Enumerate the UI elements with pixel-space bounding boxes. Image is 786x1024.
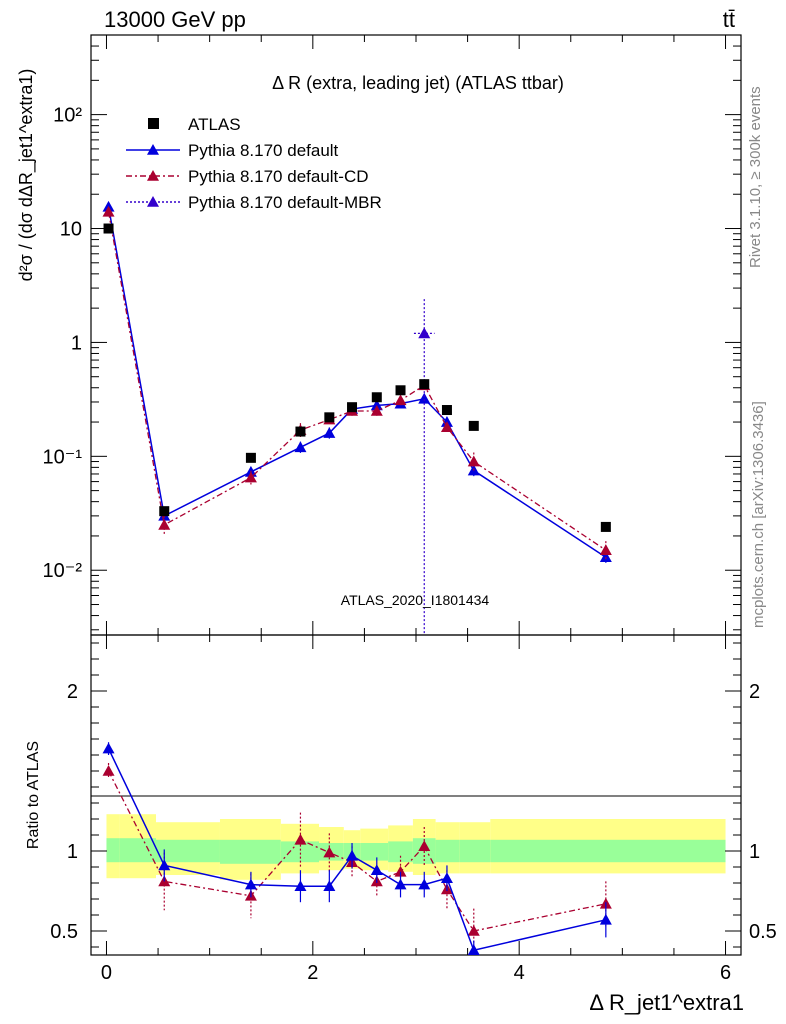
ratio-series xyxy=(102,742,612,955)
atlas-marker xyxy=(159,506,170,517)
triangle-marker xyxy=(244,471,257,483)
inner-band xyxy=(119,838,156,863)
triangle-marker xyxy=(323,846,336,858)
triangle-marker xyxy=(467,455,480,467)
atlas-marker xyxy=(441,405,452,416)
inner-band xyxy=(106,838,120,863)
atlas-marker xyxy=(395,385,406,396)
x-axis-label: Δ R_jet1^extra1 xyxy=(589,990,744,1015)
legend: ATLAS Pythia 8.170 default Pythia 8.170 de… xyxy=(126,115,382,212)
triangle-marker xyxy=(102,742,115,754)
y-tick-label: 10⁻² xyxy=(43,560,83,582)
legend-label: Pythia 8.170 default-MBR xyxy=(188,193,382,212)
legend-label: Pythia 8.170 default-CD xyxy=(188,167,369,186)
triangle-marker xyxy=(158,859,171,871)
triangle-marker xyxy=(467,944,480,955)
triangle-marker xyxy=(599,544,612,555)
triangle-marker xyxy=(346,849,359,861)
y-tick-label-right: 1 xyxy=(749,841,760,863)
y-axis-label-ratio: Ratio to ATLAS xyxy=(25,741,42,849)
uncertainty-bands xyxy=(106,814,726,880)
triangle-marker xyxy=(418,327,431,339)
atlas-marker xyxy=(600,521,611,532)
triangle-marker xyxy=(102,205,115,217)
analysis-watermark: ATLAS_2020_I1801434 xyxy=(341,592,490,608)
rivet-label: Rivet 3.1.10, ≥ 300k events xyxy=(747,86,764,268)
triangle-marker xyxy=(394,878,407,890)
triangle-marker xyxy=(370,399,383,411)
inner-band xyxy=(435,839,460,863)
default-line xyxy=(107,206,607,558)
atlas-marker xyxy=(245,452,256,463)
legend-atlas-marker xyxy=(148,118,159,129)
x-tick-label: 2 xyxy=(307,962,318,984)
inner-band xyxy=(459,839,491,863)
x-tick-label: 6 xyxy=(720,962,731,984)
triangle-marker xyxy=(147,170,159,181)
cd-line xyxy=(107,211,607,551)
triangle-marker xyxy=(158,518,171,530)
main-series xyxy=(102,200,612,635)
ratio-frame xyxy=(90,634,742,956)
y-tick-label: 1 xyxy=(67,841,78,863)
triangle-marker xyxy=(323,427,336,438)
inner-band xyxy=(490,839,726,863)
triangle-marker xyxy=(599,551,612,563)
header-right: tt̄ xyxy=(723,7,735,32)
triangle-marker xyxy=(418,840,431,851)
inner-band xyxy=(280,841,320,863)
header-left: 13000 GeV pp xyxy=(104,7,246,32)
triangle-marker xyxy=(370,404,383,416)
atlas-marker xyxy=(324,412,335,423)
inner-band xyxy=(156,839,220,863)
inner-band xyxy=(388,841,413,863)
y-tick-label-right: 2 xyxy=(749,681,760,703)
y-tick-label: 10⁻¹ xyxy=(43,446,83,468)
triangle-marker xyxy=(294,833,307,845)
axes-ticks: 0 2 4 6 10⁻² 10⁻¹ 1 10 10² 0.5 0.5 1 1 2 2 xyxy=(43,34,777,984)
mcplots-label: mcplots.cern.ch [arXiv:1306.3436] xyxy=(750,401,767,628)
inner-band xyxy=(219,839,281,864)
triangle-marker xyxy=(244,878,257,890)
y-tick-label: 2 xyxy=(67,681,78,703)
inner-band xyxy=(360,843,389,861)
triangle-marker xyxy=(294,441,307,453)
triangle-marker xyxy=(323,880,336,891)
triangle-marker xyxy=(418,392,431,404)
y-tick-label: 1 xyxy=(71,332,82,354)
atlas-marker xyxy=(468,420,479,431)
triangle-marker xyxy=(370,864,383,875)
triangle-marker xyxy=(440,421,453,433)
cd-ratio-line xyxy=(107,770,606,932)
legend-label: ATLAS xyxy=(188,115,241,134)
triangle-marker xyxy=(418,878,431,890)
atlas-marker xyxy=(419,379,430,390)
triangle-marker xyxy=(394,394,407,406)
triangle-marker xyxy=(440,872,453,883)
triangle-marker xyxy=(294,880,307,891)
atlas-marker xyxy=(103,223,114,234)
y-tick-label: 0.5 xyxy=(50,921,78,943)
y-tick-label: 10 xyxy=(60,219,82,241)
triangle-marker xyxy=(599,913,612,925)
legend-label: Pythia 8.170 default xyxy=(188,141,339,160)
x-tick-label: 0 xyxy=(101,962,112,984)
triangle-marker xyxy=(147,144,159,155)
atlas-marker xyxy=(295,426,306,437)
chart-title: Δ R (extra, leading jet) (ATLAS ttbar) xyxy=(272,73,564,93)
triangle-marker xyxy=(394,865,407,877)
default-ratio-line xyxy=(107,748,607,952)
y-tick-label-right: 0.5 xyxy=(749,921,777,943)
x-tick-label: 4 xyxy=(514,962,525,984)
triangle-marker xyxy=(147,196,159,207)
y-axis-label-main: d²σ / (dσ dΔR_jet1^extra1) xyxy=(16,69,37,282)
triangle-marker xyxy=(102,765,115,776)
atlas-marker xyxy=(371,392,382,403)
triangle-marker xyxy=(467,925,480,936)
y-tick-label: 10² xyxy=(53,105,82,127)
atlas-marker xyxy=(347,402,358,413)
